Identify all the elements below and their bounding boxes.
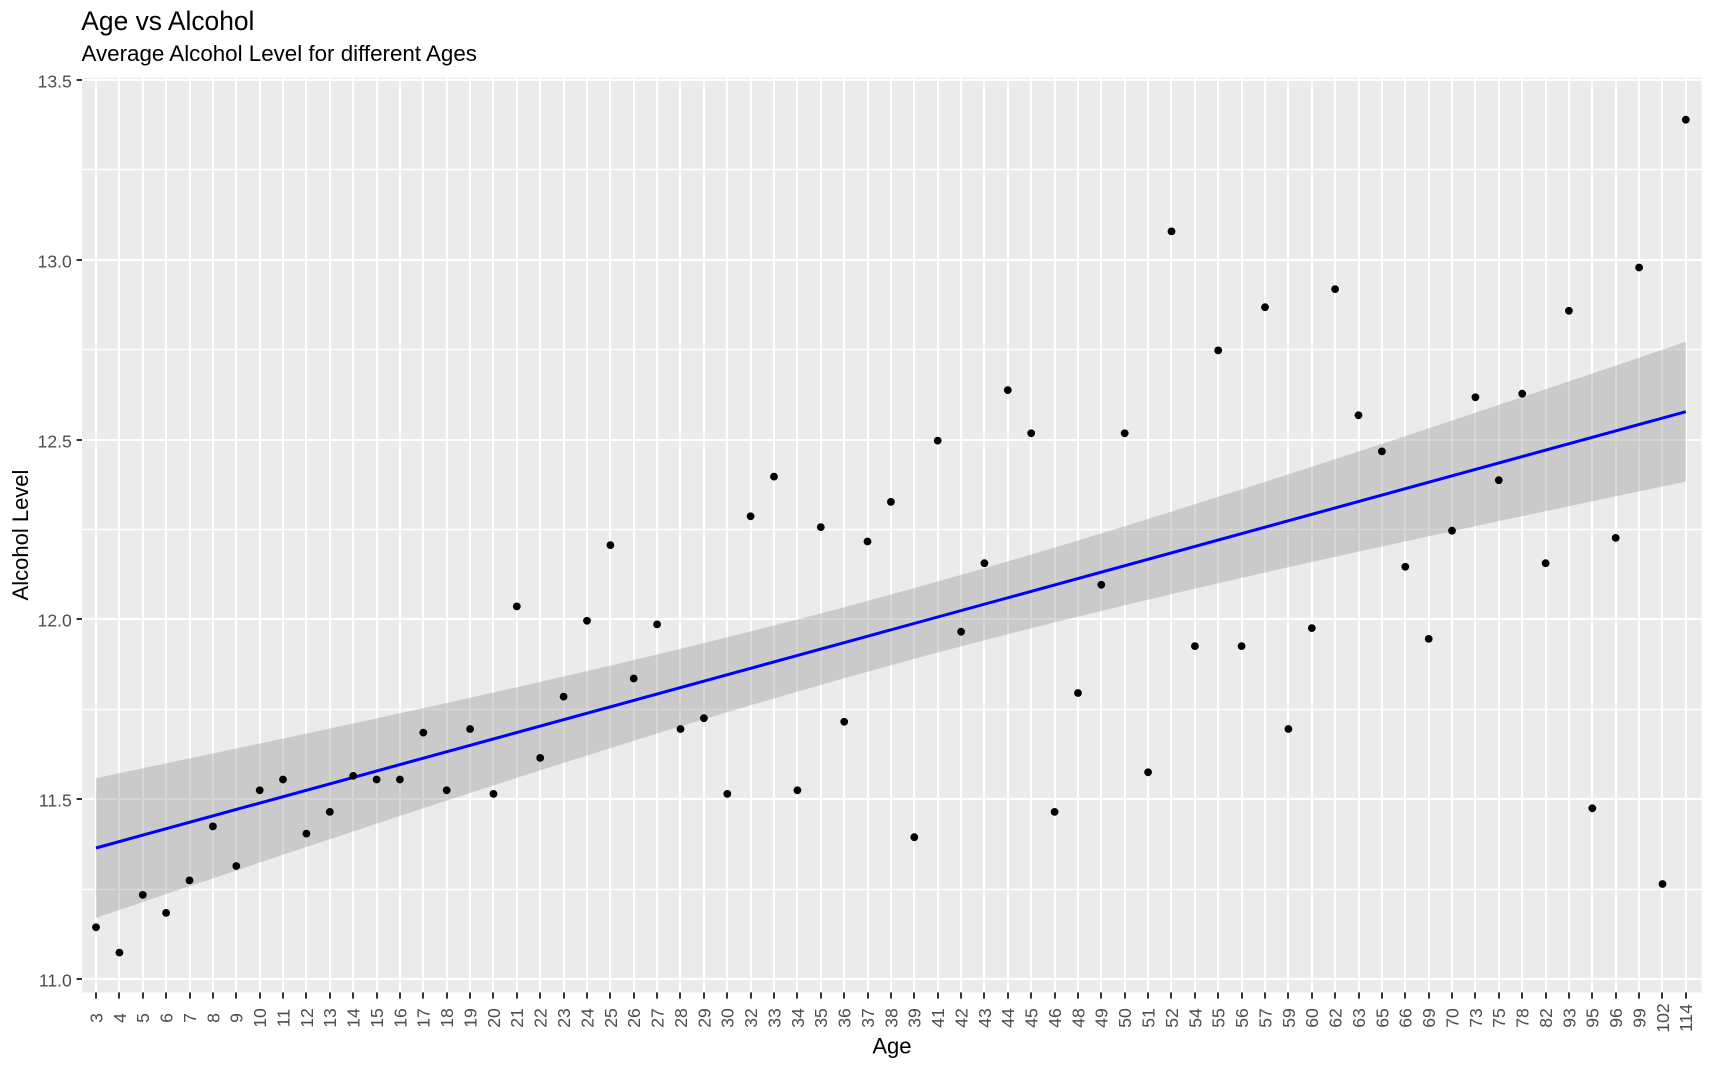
svg-text:32: 32 bbox=[741, 1008, 761, 1028]
svg-text:7: 7 bbox=[180, 1013, 200, 1023]
svg-text:10: 10 bbox=[250, 1008, 270, 1028]
svg-text:96: 96 bbox=[1606, 1008, 1626, 1028]
svg-text:43: 43 bbox=[975, 1008, 995, 1028]
svg-text:21: 21 bbox=[507, 1008, 527, 1028]
svg-text:12.5: 12.5 bbox=[38, 432, 72, 452]
svg-text:55: 55 bbox=[1209, 1008, 1229, 1028]
svg-text:Alcohol Level: Alcohol Level bbox=[8, 470, 33, 601]
svg-text:34: 34 bbox=[788, 1008, 808, 1028]
svg-text:30: 30 bbox=[718, 1008, 738, 1028]
svg-text:33: 33 bbox=[764, 1008, 784, 1028]
svg-text:12: 12 bbox=[297, 1008, 317, 1028]
svg-text:25: 25 bbox=[601, 1008, 621, 1028]
svg-text:26: 26 bbox=[624, 1008, 644, 1028]
svg-text:60: 60 bbox=[1302, 1008, 1322, 1028]
svg-text:5: 5 bbox=[133, 1013, 153, 1023]
svg-text:36: 36 bbox=[835, 1008, 855, 1028]
svg-text:57: 57 bbox=[1255, 1008, 1275, 1028]
svg-text:39: 39 bbox=[905, 1008, 925, 1028]
svg-text:50: 50 bbox=[1115, 1008, 1135, 1028]
svg-text:41: 41 bbox=[928, 1008, 948, 1028]
svg-text:75: 75 bbox=[1489, 1008, 1509, 1028]
svg-text:13.5: 13.5 bbox=[38, 72, 72, 92]
svg-text:62: 62 bbox=[1326, 1008, 1346, 1028]
svg-text:48: 48 bbox=[1068, 1008, 1088, 1028]
svg-text:35: 35 bbox=[811, 1008, 831, 1028]
svg-text:11.5: 11.5 bbox=[39, 791, 72, 811]
svg-text:19: 19 bbox=[461, 1008, 481, 1028]
svg-text:56: 56 bbox=[1232, 1008, 1252, 1028]
svg-text:8: 8 bbox=[203, 1013, 223, 1023]
svg-text:46: 46 bbox=[1045, 1008, 1065, 1028]
svg-text:11.0: 11.0 bbox=[39, 971, 72, 991]
svg-text:45: 45 bbox=[1022, 1008, 1042, 1028]
svg-text:11: 11 bbox=[273, 1009, 293, 1027]
svg-text:63: 63 bbox=[1349, 1008, 1369, 1028]
svg-text:59: 59 bbox=[1279, 1008, 1299, 1028]
svg-text:12.0: 12.0 bbox=[38, 611, 72, 631]
svg-text:44: 44 bbox=[998, 1008, 1018, 1028]
svg-text:29: 29 bbox=[694, 1008, 714, 1028]
svg-text:27: 27 bbox=[648, 1008, 668, 1028]
svg-text:4: 4 bbox=[110, 1013, 130, 1023]
svg-text:78: 78 bbox=[1513, 1008, 1533, 1028]
svg-text:52: 52 bbox=[1162, 1008, 1182, 1028]
svg-text:28: 28 bbox=[671, 1008, 691, 1028]
svg-text:15: 15 bbox=[367, 1008, 387, 1028]
svg-text:42: 42 bbox=[952, 1008, 972, 1028]
svg-text:114: 114 bbox=[1676, 1004, 1696, 1032]
svg-text:93: 93 bbox=[1559, 1008, 1579, 1028]
svg-text:49: 49 bbox=[1092, 1008, 1112, 1028]
svg-text:65: 65 bbox=[1372, 1008, 1392, 1028]
svg-text:102: 102 bbox=[1653, 1003, 1673, 1032]
svg-text:24: 24 bbox=[577, 1008, 597, 1028]
svg-text:23: 23 bbox=[554, 1008, 574, 1028]
svg-text:54: 54 bbox=[1185, 1008, 1205, 1028]
svg-text:18: 18 bbox=[437, 1008, 457, 1028]
svg-text:Average Alcohol Level for diff: Average Alcohol Level for different Ages bbox=[82, 41, 477, 66]
svg-text:69: 69 bbox=[1419, 1008, 1439, 1028]
svg-text:70: 70 bbox=[1442, 1008, 1462, 1028]
svg-text:Age: Age bbox=[872, 1034, 911, 1059]
svg-text:9: 9 bbox=[227, 1013, 247, 1023]
svg-text:17: 17 bbox=[414, 1008, 434, 1028]
svg-text:95: 95 bbox=[1583, 1008, 1603, 1028]
svg-text:3: 3 bbox=[86, 1013, 106, 1023]
svg-text:66: 66 bbox=[1396, 1008, 1416, 1028]
svg-text:82: 82 bbox=[1536, 1008, 1556, 1028]
svg-text:37: 37 bbox=[858, 1008, 878, 1028]
svg-text:13: 13 bbox=[320, 1008, 340, 1028]
svg-text:13.0: 13.0 bbox=[38, 252, 72, 272]
svg-text:14: 14 bbox=[344, 1008, 364, 1028]
svg-text:73: 73 bbox=[1466, 1008, 1486, 1028]
svg-text:Age vs Alcohol: Age vs Alcohol bbox=[81, 6, 254, 36]
svg-text:99: 99 bbox=[1630, 1008, 1650, 1028]
svg-text:38: 38 bbox=[881, 1008, 901, 1028]
svg-text:20: 20 bbox=[484, 1008, 504, 1028]
svg-text:6: 6 bbox=[157, 1013, 177, 1023]
svg-text:16: 16 bbox=[390, 1008, 410, 1028]
svg-text:51: 51 bbox=[1139, 1008, 1159, 1028]
svg-text:22: 22 bbox=[531, 1008, 551, 1028]
